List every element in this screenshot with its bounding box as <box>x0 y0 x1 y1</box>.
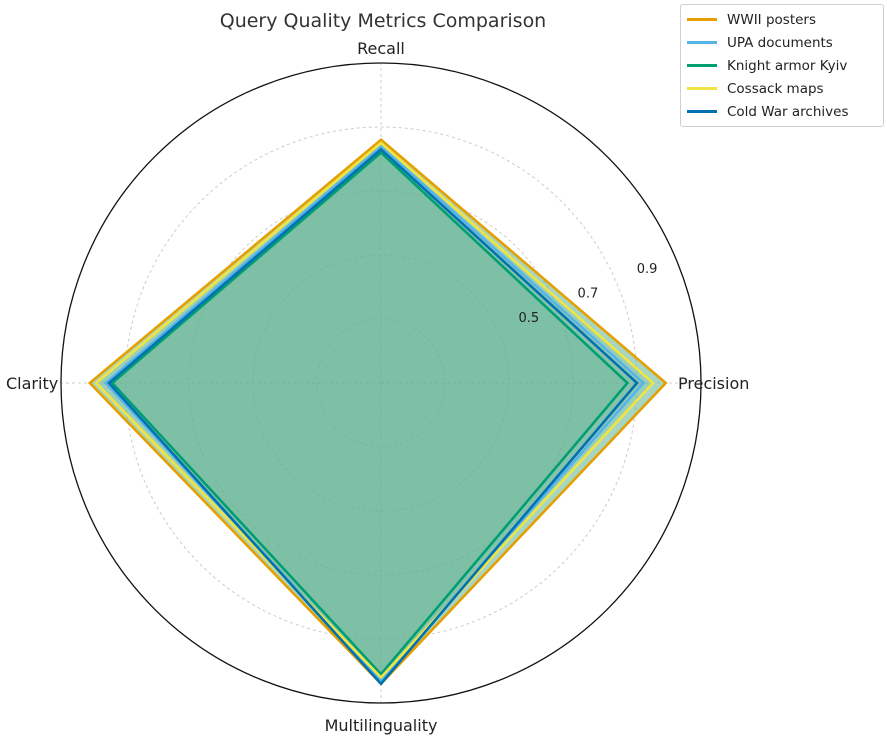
axis-labels: Recall Precision Multilinguality Clarity <box>6 39 749 735</box>
legend-label: Knight armor Kyiv <box>727 57 848 74</box>
legend-label: WWII posters <box>727 11 816 28</box>
axis-label-precision: Precision <box>678 374 749 393</box>
axis-label-clarity: Clarity <box>6 374 58 393</box>
series-fills <box>89 139 666 684</box>
radial-tick-2: 0.9 <box>637 262 658 277</box>
outer-frame <box>60 62 702 704</box>
legend-swatch <box>687 64 717 67</box>
radial-tick-1: 0.7 <box>578 286 599 301</box>
series-fill-1 <box>105 146 644 681</box>
legend-label: UPA documents <box>727 34 833 51</box>
axis-label-recall: Recall <box>357 39 405 58</box>
series-line-4 <box>107 147 639 686</box>
series-lines <box>87 138 668 686</box>
legend-item: Cossack maps <box>687 77 877 100</box>
series-line-2 <box>110 150 630 677</box>
series-fill-2 <box>112 152 628 675</box>
legend-swatch <box>687 87 717 90</box>
legend-label: Cossack maps <box>727 80 824 97</box>
axis-label-multilinguality: Multilinguality <box>325 716 438 735</box>
series-line-1 <box>103 144 646 683</box>
series-line-3 <box>94 141 655 680</box>
legend-swatch <box>687 41 717 44</box>
chart-title: Query Quality Metrics Comparison <box>220 10 546 32</box>
legend-label: Cold War archives <box>727 103 849 120</box>
legend-swatch <box>687 18 717 21</box>
radial-tick-labels: 0.5 0.7 0.9 <box>518 262 657 326</box>
radial-tick-0: 0.5 <box>518 311 539 326</box>
series-fill-4 <box>109 149 637 684</box>
legend-swatch <box>687 110 717 113</box>
legend-item: WWII posters <box>687 8 877 31</box>
legend: WWII posters UPA documents Knight armor Ky… <box>680 4 884 127</box>
legend-item: Knight armor Kyiv <box>687 54 877 77</box>
legend-item: UPA documents <box>687 31 877 54</box>
legend-item: Cold War archives <box>687 100 877 123</box>
